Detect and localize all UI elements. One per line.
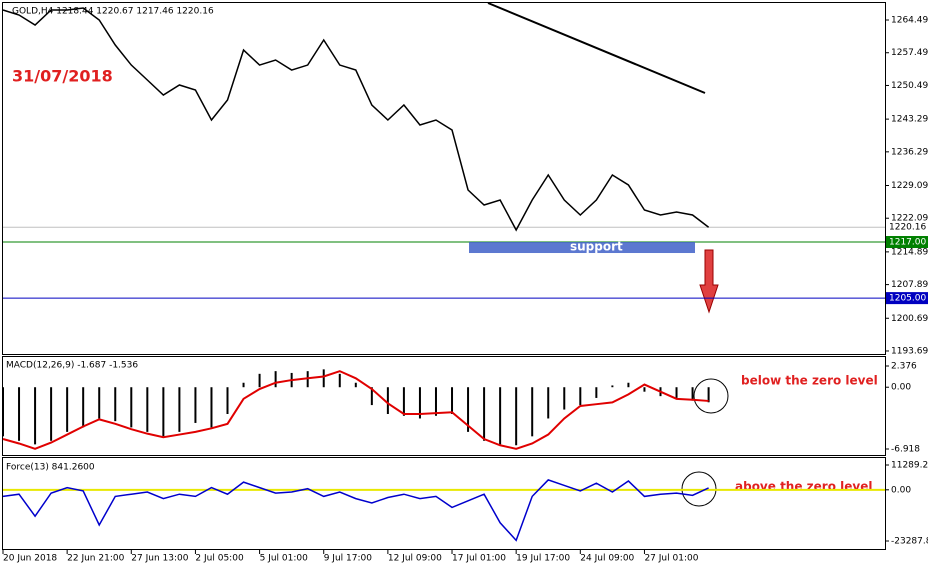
macd-annotation: below the zero level — [741, 374, 878, 388]
x-tick-label: 22 Jun 21:00 — [67, 554, 124, 564]
last-price-label: 1220.16 — [889, 223, 926, 233]
trend-line — [487, 2, 706, 94]
y-tick-label: 1207.89 — [891, 280, 928, 290]
force-title: Force(13) 841.2600 — [6, 463, 95, 473]
price-panel — [2, 2, 886, 355]
y-tick-label: 1229.09 — [891, 181, 928, 191]
signal-line — [2, 370, 709, 450]
level-label: 1205.00 — [889, 294, 926, 304]
date-annotation: 31/07/2018 — [12, 67, 113, 86]
price-title: GOLD,H4 1218.44 1220.67 1217.46 1220.16 — [12, 7, 214, 17]
force-panel — [2, 457, 886, 550]
y-tick-label: 1264.49 — [891, 16, 928, 26]
x-tick-label: 12 Jul 09:00 — [388, 554, 442, 564]
x-tick-label: 27 Jul 01:00 — [644, 554, 698, 564]
y-tick-label: -23287.89 — [891, 536, 928, 546]
x-tick-label: 17 Jul 01:00 — [452, 554, 506, 564]
macd-circle — [693, 378, 729, 414]
x-tick-label: 27 Jun 13:00 — [131, 554, 188, 564]
x-tick-label: 5 Jul 01:00 — [260, 554, 309, 564]
support-zone — [469, 242, 695, 254]
y-tick-label: 1200.69 — [891, 314, 928, 324]
x-tick-label: 9 Jul 17:00 — [324, 554, 373, 564]
x-tick-label: 24 Jul 09:00 — [580, 554, 634, 564]
series-line — [2, 479, 709, 542]
y-tick-label: 1193.69 — [891, 346, 928, 356]
level-box — [886, 236, 928, 249]
y-tick-label: -6.918 — [891, 444, 920, 454]
y-tick-label: 1257.49 — [891, 48, 928, 58]
last-price-box — [886, 221, 928, 234]
x-tick-label: 20 Jun 2018 — [3, 554, 57, 564]
support-label: support — [570, 240, 623, 254]
level-label: 1217.00 — [889, 238, 926, 248]
force-annotation: above the zero level — [735, 480, 872, 494]
y-tick-label: 2.376 — [891, 362, 917, 372]
x-tick-label: 2 Jul 05:00 — [195, 554, 244, 564]
y-tick-label: 0.00 — [891, 383, 911, 393]
y-tick-label: 11289.23 — [891, 461, 928, 471]
x-tick-label: 19 Jul 17:00 — [516, 554, 570, 564]
y-tick-label: 1214.89 — [891, 247, 928, 257]
y-tick-label: 0.00 — [891, 485, 911, 495]
y-tick-label: 1250.49 — [891, 81, 928, 91]
series-line — [2, 7, 710, 232]
y-tick-label: 1222.09 — [891, 214, 928, 224]
macd-title: MACD(12,26,9) -1.687 -1.536 — [6, 361, 138, 371]
y-tick-label: 1243.29 — [891, 115, 928, 125]
y-tick-label: 1236.29 — [891, 147, 928, 157]
level-box — [886, 292, 928, 305]
